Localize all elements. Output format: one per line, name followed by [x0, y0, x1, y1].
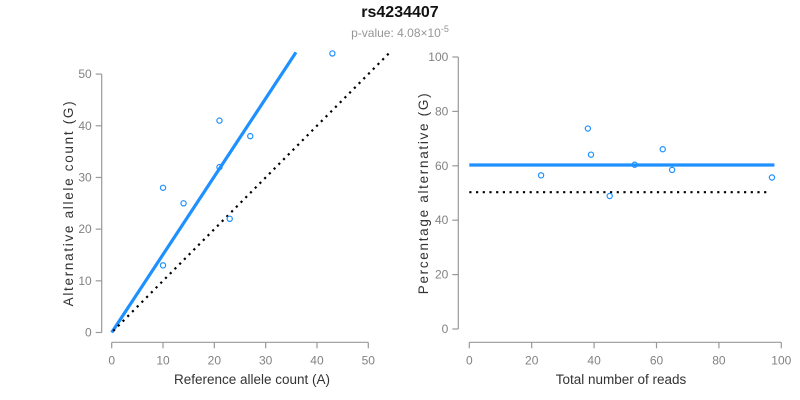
y-tick-label: 10	[78, 274, 92, 288]
y-tick-label: 20	[78, 222, 92, 236]
x-tick-label: 80	[712, 353, 726, 367]
y-axis-title: Percentage alternative (G)	[416, 92, 431, 295]
x-tick-label: 30	[259, 353, 273, 367]
x-tick-label: 20	[208, 353, 222, 367]
data-point	[180, 200, 187, 207]
x-tick-label: 50	[362, 353, 376, 367]
p-value-exponent: -5	[440, 24, 449, 34]
x-tick-label: 0	[466, 353, 473, 367]
p-value-subtitle: p-value: 4.08×10-5	[0, 24, 800, 40]
data-point	[226, 215, 233, 223]
data-point	[768, 174, 776, 181]
y-tick-label: 50	[78, 67, 92, 81]
data-point	[329, 50, 336, 57]
y-tick-label: 0	[442, 322, 449, 336]
x-axis-title: Reference allele count (A)	[174, 372, 330, 387]
data-point	[216, 163, 223, 171]
data-point	[216, 117, 223, 124]
data-point	[584, 125, 592, 132]
y-axis-title: Alternative allele count (G)	[61, 100, 76, 307]
data-point	[668, 166, 676, 174]
x-tick-label: 60	[650, 353, 664, 367]
data-point	[247, 132, 254, 140]
x-tick-label: 40	[310, 353, 324, 367]
data-point	[159, 184, 167, 191]
data-point	[537, 172, 545, 179]
data-point	[659, 146, 666, 153]
data-point	[606, 192, 613, 200]
x-axis-title: Total number of reads	[556, 372, 687, 387]
data-point	[159, 262, 167, 269]
y-tick-label: 80	[435, 104, 449, 118]
y-tick-label: 30	[78, 170, 92, 184]
y-tick-label: 100	[428, 50, 448, 64]
y-tick-label: 0	[85, 326, 92, 340]
y-tick-label: 40	[435, 213, 449, 227]
data-point	[587, 151, 595, 158]
y-tick-label: 60	[435, 159, 449, 173]
x-tick-label: 0	[108, 353, 115, 367]
identity-line	[112, 51, 391, 332]
fit-line	[110, 51, 298, 334]
y-tick-label: 20	[435, 268, 449, 282]
x-tick-label: 10	[156, 353, 170, 367]
p-value-text: p-value: 4.08×10	[351, 26, 441, 40]
x-tick-label: 100	[771, 353, 791, 367]
y-tick-label: 40	[78, 119, 92, 133]
data-point	[631, 161, 638, 168]
x-tick-label: 20	[525, 353, 539, 367]
x-tick-label: 40	[587, 353, 601, 367]
page-title: rs4234407	[361, 4, 439, 21]
